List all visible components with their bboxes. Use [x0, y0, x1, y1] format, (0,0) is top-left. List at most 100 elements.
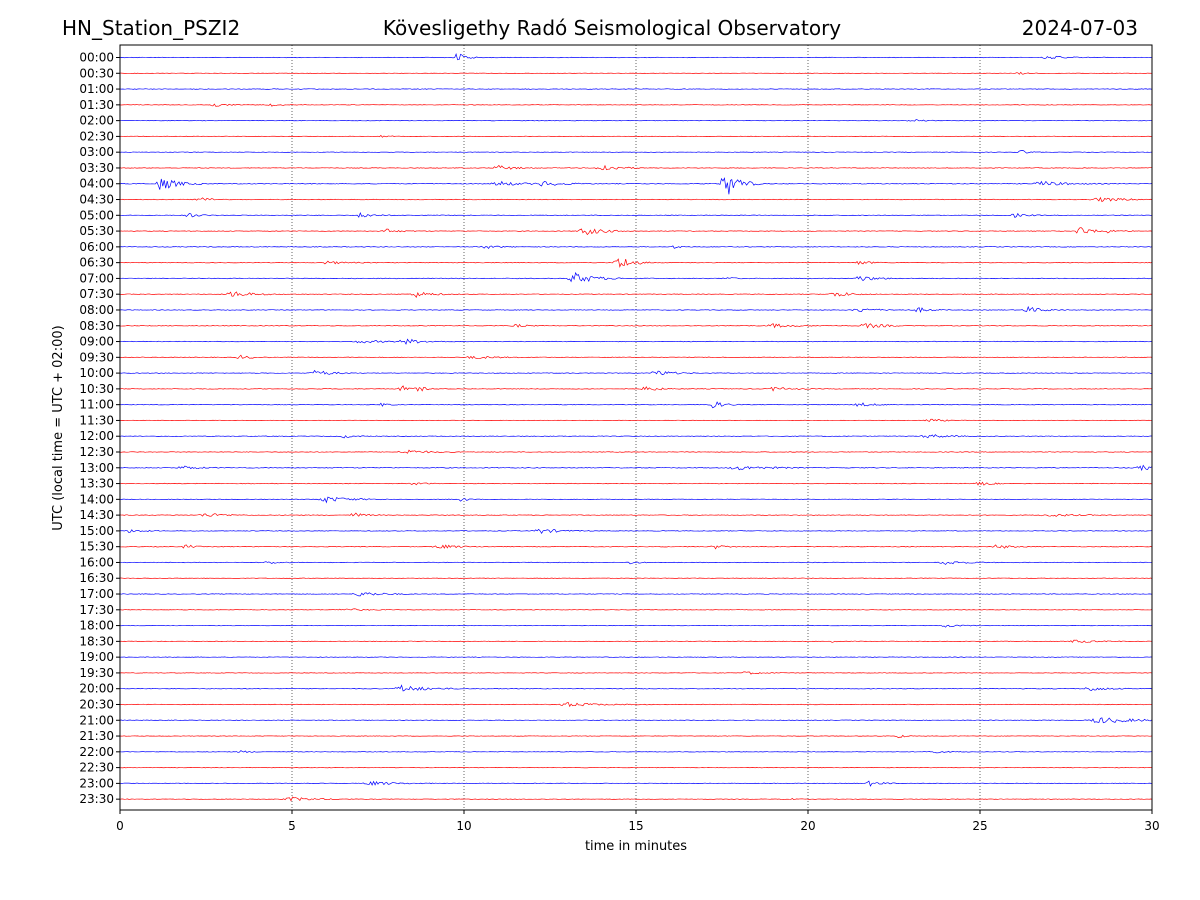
y-tick-label: 10:00: [79, 366, 114, 380]
y-tick-label: 11:30: [79, 413, 114, 427]
trace-0000: [119, 53, 1153, 61]
trace-0830: [119, 323, 1153, 329]
y-tick-label: 15:30: [79, 540, 114, 554]
x-axis-label: time in minutes: [585, 839, 687, 854]
trace-0100: [119, 88, 1153, 90]
y-tick-label: 21:00: [79, 713, 114, 727]
x-tick-label: 5: [288, 819, 296, 833]
y-axis-label: UTC (local time = UTC + 02:00): [51, 325, 66, 530]
trace-1630: [119, 577, 1153, 579]
trace-2000: [119, 684, 1153, 692]
chart-title: Kövesligethy Radó Seismological Observat…: [383, 16, 841, 40]
y-tick-label: 07:30: [79, 287, 114, 301]
y-tick-label: 10:30: [79, 382, 114, 396]
trace-0330: [119, 164, 1153, 171]
trace-1930: [119, 671, 1153, 675]
trace-1400: [119, 496, 1153, 504]
y-tick-label: 22:30: [79, 761, 114, 775]
y-tick-label: 08:00: [79, 303, 114, 317]
y-tick-label: 04:30: [79, 193, 114, 207]
trace-1830: [119, 639, 1153, 643]
y-tick-label: 01:30: [79, 98, 114, 112]
y-tick-label: 12:00: [79, 429, 114, 443]
y-tick-label: 05:30: [79, 224, 114, 238]
y-tick-label: 19:00: [79, 650, 114, 664]
trace-1100: [119, 401, 1153, 409]
trace-1000: [119, 369, 1153, 376]
trace-0300: [119, 150, 1153, 154]
trace-2300: [119, 780, 1153, 787]
trace-1700: [119, 592, 1153, 597]
trace-2200: [119, 750, 1153, 754]
y-tick-label: 17:30: [79, 603, 114, 617]
plot-frame: [119, 44, 1153, 811]
trace-2100: [119, 717, 1153, 724]
trace-0230: [119, 134, 1153, 138]
trace-0530: [119, 227, 1153, 236]
y-tick-label: 20:00: [79, 682, 114, 696]
chart-date: 2024-07-03: [1022, 16, 1138, 40]
y-tick-label: 19:30: [79, 666, 114, 680]
x-tick-label: 0: [116, 819, 124, 833]
y-tick-label: 13:00: [79, 461, 114, 475]
trace-2030: [119, 701, 1153, 708]
trace-1900: [119, 656, 1152, 658]
y-tick-label: 03:30: [79, 161, 114, 175]
trace-0600: [119, 245, 1153, 249]
trace-1330: [119, 481, 1153, 486]
y-tick-label: 06:00: [79, 240, 114, 254]
y-tick-label: 11:00: [79, 398, 114, 412]
y-tick-label: 12:30: [79, 445, 114, 459]
trace-0700: [119, 271, 1153, 283]
y-tick-label: 09:30: [79, 350, 114, 364]
trace-1530: [119, 544, 1153, 550]
y-tick-label: 18:00: [79, 619, 114, 633]
station-name: HN_Station_PSZI2: [62, 16, 240, 40]
seismic-traces: [119, 53, 1153, 802]
x-tick-label: 30: [1144, 819, 1159, 833]
trace-0430: [119, 196, 1153, 203]
y-tick-label: 08:30: [79, 319, 114, 333]
trace-0800: [119, 305, 1153, 313]
trace-1200: [119, 434, 1152, 439]
trace-0930: [119, 354, 1153, 360]
y-tick-label: 13:30: [79, 477, 114, 491]
y-tick-label: 17:00: [79, 587, 114, 601]
y-tick-label: 16:30: [79, 571, 114, 585]
trace-0130: [119, 103, 1153, 107]
trace-2330: [119, 796, 1153, 802]
trace-0400: [119, 177, 1153, 195]
trace-1800: [119, 624, 1153, 628]
y-tick-label: 20:30: [79, 697, 114, 711]
y-tick-label: 21:30: [79, 729, 114, 743]
y-tick-label: 16:00: [79, 555, 114, 569]
y-tick-label: 06:30: [79, 256, 114, 270]
x-tick-label: 25: [972, 819, 987, 833]
y-tick-label: 22:00: [79, 745, 114, 759]
y-tick-label: 00:00: [79, 51, 114, 65]
x-tick-label: 20: [800, 819, 815, 833]
y-tick-label: 14:30: [79, 508, 114, 522]
y-tick-label: 02:00: [79, 114, 114, 128]
trace-1300: [119, 464, 1153, 472]
trace-1430: [119, 512, 1152, 517]
trace-2130: [119, 734, 1153, 739]
y-tick-label: 05:00: [79, 208, 114, 222]
trace-0500: [119, 212, 1153, 218]
y-tick-label: 07:00: [79, 271, 114, 285]
trace-1030: [119, 385, 1153, 392]
y-tick-label: 18:30: [79, 634, 114, 648]
y-tick-label: 15:00: [79, 524, 114, 538]
trace-0630: [119, 258, 1153, 268]
trace-1600: [119, 561, 1153, 565]
trace-1230: [119, 449, 1153, 454]
trace-0030: [119, 71, 1153, 75]
x-tick-label: 15: [628, 819, 643, 833]
y-tick-label: 02:30: [79, 129, 114, 143]
trace-1500: [120, 528, 1153, 534]
trace-1730: [119, 608, 1153, 611]
trace-0730: [119, 291, 1153, 298]
